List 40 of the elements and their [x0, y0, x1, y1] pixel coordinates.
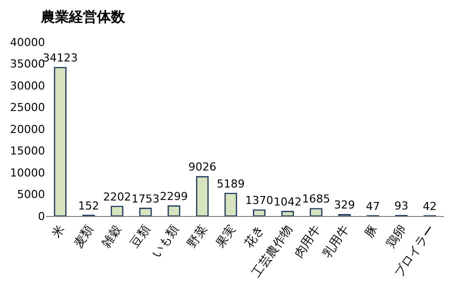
- x-tick-label: 果実: [212, 222, 238, 250]
- bar: [310, 208, 322, 216]
- bar: [224, 192, 238, 216]
- bar: [252, 209, 266, 216]
- data-label: 1370: [245, 194, 274, 208]
- y-tick-label: 10000: [10, 166, 45, 180]
- x-tick-label: 米: [49, 222, 68, 240]
- bar: [110, 206, 124, 216]
- data-label: 329: [334, 198, 355, 212]
- y-tick-label: 40000: [10, 36, 45, 49]
- bar: [281, 210, 294, 216]
- x-tick-label: 麦類: [70, 222, 96, 250]
- chart-title: 農業経営体数: [40, 10, 126, 26]
- x-tick-label: 鶏卵: [384, 222, 409, 250]
- y-tick-label: 30000: [10, 79, 45, 92]
- y-tick-label: 25000: [10, 101, 45, 114]
- bar: [139, 208, 152, 216]
- data-label: 1753: [132, 192, 160, 206]
- data-label: 5189: [216, 177, 245, 190]
- data-label: 42: [422, 200, 437, 213]
- data-label: 9026: [188, 160, 216, 174]
- data-label: 1685: [302, 192, 330, 206]
- bar: [168, 205, 180, 216]
- y-tick-label: 35000: [10, 58, 45, 71]
- x-tick-label: 雑穀: [99, 222, 124, 250]
- data-label: 1042: [274, 195, 302, 208]
- data-label: 2202: [103, 190, 132, 204]
- y-tick-label: 5000: [17, 188, 45, 202]
- bar: [54, 66, 66, 216]
- y-tick-label: 20000: [10, 122, 45, 136]
- x-tick-label: 豚: [362, 222, 380, 240]
- data-label: 93: [394, 200, 408, 213]
- data-label: 47: [366, 200, 380, 213]
- x-tick-label: 野菜: [184, 222, 210, 250]
- data-label: 152: [78, 199, 100, 212]
- y-tick-label: 15000: [10, 144, 45, 158]
- y-tick-label: 0: [38, 210, 45, 223]
- data-label: 2299: [160, 190, 188, 203]
- bar: [196, 176, 209, 216]
- x-tick-label: 花き: [241, 222, 267, 250]
